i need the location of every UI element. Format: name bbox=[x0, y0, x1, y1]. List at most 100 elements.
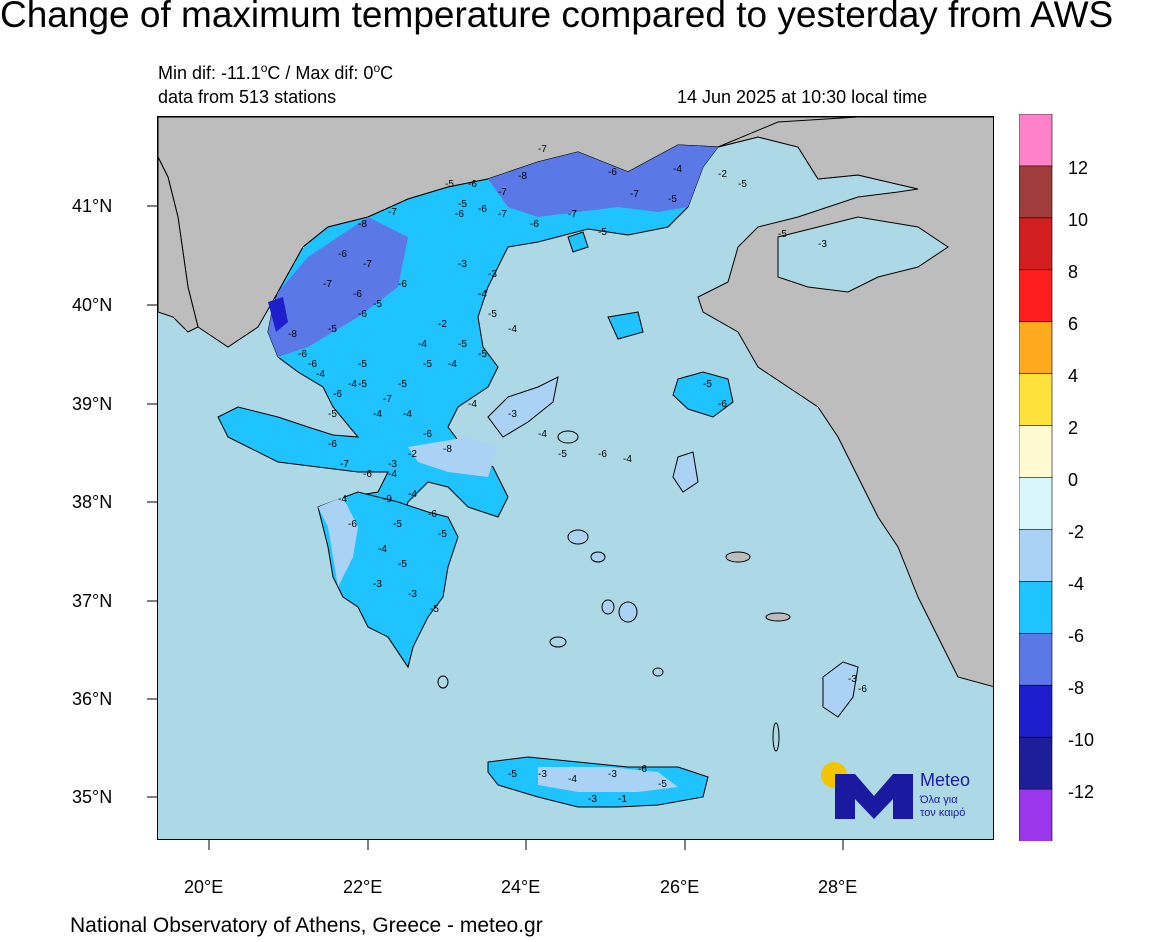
station-value: -3 bbox=[488, 269, 497, 280]
station-value: -4 bbox=[373, 409, 382, 420]
station-value: -6 bbox=[298, 349, 307, 360]
station-value: -2 bbox=[408, 449, 417, 460]
station-value: -5 bbox=[778, 229, 787, 240]
station-value: -3 bbox=[588, 794, 597, 805]
colorbar-swatch bbox=[1019, 373, 1053, 427]
station-value: -7 bbox=[340, 459, 349, 470]
station-value: -6 bbox=[478, 204, 487, 215]
colorbar-label-neg2: -2 bbox=[1068, 522, 1085, 542]
colorbar-swatch bbox=[1019, 736, 1053, 790]
station-value: -4 bbox=[378, 544, 387, 555]
logo-tagline-2: τον καιρό bbox=[920, 807, 966, 819]
lon-label-26: 26°E bbox=[660, 877, 700, 897]
station-value: -6 bbox=[428, 509, 437, 520]
kythera bbox=[437, 675, 449, 689]
station-value: -5 bbox=[738, 179, 747, 190]
station-value: -7 bbox=[498, 187, 507, 198]
samos bbox=[725, 551, 751, 563]
colorbar-label-6: 6 bbox=[1068, 314, 1079, 334]
station-value: -4 bbox=[508, 324, 517, 335]
station-value: -6 bbox=[423, 429, 432, 440]
station-value: -4 bbox=[338, 494, 347, 505]
station-value: -3 bbox=[608, 769, 617, 780]
station-value: -5 bbox=[328, 409, 337, 420]
tinos bbox=[590, 551, 606, 563]
station-value: -4 bbox=[478, 289, 487, 300]
station-value: -2 bbox=[718, 169, 727, 180]
station-count: data from 513 stations bbox=[158, 87, 337, 107]
station-value: -5 bbox=[393, 519, 402, 530]
colorbar-swatch bbox=[1019, 114, 1053, 167]
colorbar bbox=[1019, 114, 1053, 841]
min-max-prefix: Min dif: -11.1 bbox=[158, 63, 261, 83]
colorbar-swatch bbox=[1019, 529, 1053, 583]
station-value: -3 bbox=[388, 459, 397, 470]
station-value: -8 bbox=[358, 219, 367, 230]
station-value: -5 bbox=[703, 379, 712, 390]
colorbar-swatch bbox=[1019, 632, 1053, 687]
colorbar-label-neg10: -10 bbox=[1068, 730, 1095, 750]
station-value: -5 bbox=[488, 309, 497, 320]
station-value: -6 bbox=[455, 209, 464, 220]
logo-brand: Meteo bbox=[920, 770, 971, 790]
milos bbox=[549, 636, 567, 648]
colorbar-label-4: 4 bbox=[1068, 366, 1079, 386]
station-value: -7 bbox=[538, 144, 547, 155]
station-value: -5 bbox=[508, 769, 517, 780]
lon-label-20: 20°E bbox=[184, 877, 224, 897]
colorbar-swatch bbox=[1019, 788, 1053, 841]
station-value: -6 bbox=[348, 519, 357, 530]
skyros bbox=[557, 430, 579, 444]
chios bbox=[672, 451, 699, 493]
peloponnese-west-zone bbox=[318, 497, 358, 587]
station-value: -7 bbox=[383, 394, 392, 405]
station-value: -9 bbox=[383, 494, 392, 505]
lesvos bbox=[672, 371, 734, 418]
station-value: -5 bbox=[358, 359, 367, 370]
station-value: -7 bbox=[568, 209, 577, 220]
station-value: -6 bbox=[608, 167, 617, 178]
colorbar-swatch bbox=[1019, 321, 1053, 375]
map-svg: -7-8-6-7-5-5-6 -6 -7-6-7-5-7 -5-6-7-8-6-7-6… bbox=[158, 117, 993, 839]
colorbar-label-neg8: -8 bbox=[1068, 678, 1085, 698]
station-value: -7 bbox=[323, 279, 332, 290]
kos bbox=[765, 612, 791, 622]
station-value: -4 bbox=[448, 359, 457, 370]
foreign-land-albania bbox=[158, 156, 199, 333]
station-value: -4 bbox=[408, 489, 417, 500]
rhodes bbox=[822, 661, 859, 718]
lon-label-24: 24°E bbox=[501, 877, 541, 897]
colorbar-label-0: 0 bbox=[1068, 470, 1079, 490]
station-value: -6 bbox=[858, 684, 867, 695]
lat-label-37: 37°N bbox=[72, 591, 113, 611]
station-value: -4 bbox=[623, 454, 632, 465]
station-value: -8 bbox=[443, 444, 452, 455]
colorbar-label-neg4: -4 bbox=[1068, 574, 1085, 594]
colorbar-label-8: 8 bbox=[1068, 262, 1079, 282]
station-value: -6 bbox=[398, 279, 407, 290]
station-value: -6 bbox=[598, 449, 607, 460]
degree-symbol-2: o bbox=[373, 61, 381, 75]
station-value: -6 bbox=[468, 179, 477, 190]
colorbar-swatch bbox=[1019, 425, 1053, 479]
lat-label-38: 38°N bbox=[72, 492, 113, 512]
station-value: -8 bbox=[288, 329, 297, 340]
colorbar-label-12: 12 bbox=[1068, 158, 1089, 178]
thasos bbox=[567, 231, 589, 253]
evia bbox=[487, 376, 559, 438]
colorbar-swatch bbox=[1019, 217, 1053, 271]
station-value: -7 bbox=[388, 207, 397, 218]
station-value: -5 bbox=[430, 604, 439, 615]
station-value: -3 bbox=[508, 409, 517, 420]
station-value: -5 bbox=[328, 324, 337, 335]
station-value: -3 bbox=[408, 589, 417, 600]
station-value: -3 bbox=[458, 259, 467, 270]
greece-darkblue-cell bbox=[268, 297, 288, 332]
karpathos bbox=[772, 722, 780, 752]
station-labels: -7-8-6-7-5-5-6 -6 -7-6-7-5-7 -5-6-7-8-6-7-6… bbox=[288, 144, 867, 805]
station-value: -3 bbox=[538, 769, 547, 780]
degree-symbol-1: o bbox=[260, 61, 268, 75]
colorbar-label-neg12: -12 bbox=[1068, 782, 1095, 802]
paros bbox=[601, 599, 615, 615]
station-value: -7 bbox=[498, 209, 507, 220]
